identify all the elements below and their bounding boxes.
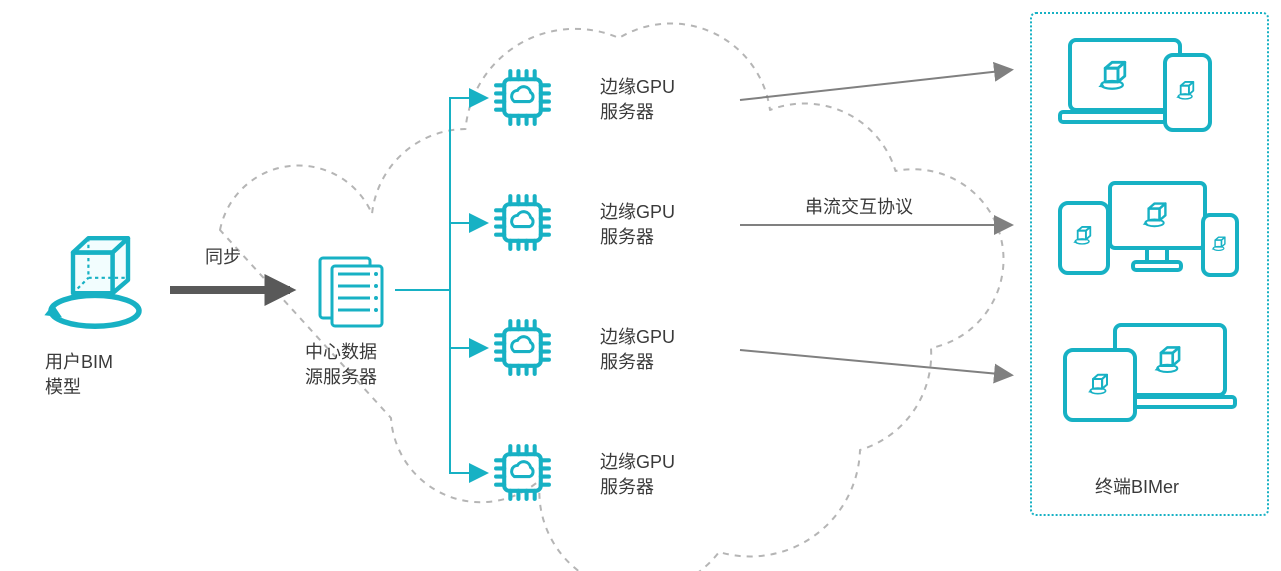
streaming-protocol-label: 串流交互协议 xyxy=(805,195,913,220)
center-to-gpu-connector-4 xyxy=(395,290,485,473)
edge-gpu-label-3: 边缘GPU 服务器 xyxy=(600,325,675,375)
terminal-device-group-1 xyxy=(1055,30,1240,140)
edge-gpu-label-1: 边缘GPU 服务器 xyxy=(600,75,675,125)
sync-label: 同步 xyxy=(205,245,241,270)
terminal-bimer-label: 终端BIMer xyxy=(1095,475,1179,500)
bim-model-label: 用户BIM 模型 xyxy=(45,350,113,400)
streaming-arrow-1 xyxy=(740,70,1010,100)
terminal-device-group-3 xyxy=(1055,320,1240,430)
gpu-chip-icon-2 xyxy=(490,190,555,255)
gpu-chip-icon-1 xyxy=(490,65,555,130)
center-to-gpu-connector-2 xyxy=(395,223,485,290)
center-to-gpu-connector-1 xyxy=(395,98,485,290)
center-server-icon xyxy=(310,250,390,330)
center-server-label: 中心数据 源服务器 xyxy=(305,340,377,390)
edge-gpu-label-2: 边缘GPU 服务器 xyxy=(600,200,675,250)
bim-cube-icon xyxy=(40,225,150,335)
gpu-chip-icon-4 xyxy=(490,440,555,505)
streaming-arrow-3 xyxy=(740,350,1010,375)
edge-gpu-label-4: 边缘GPU 服务器 xyxy=(600,450,675,500)
center-to-gpu-connector-3 xyxy=(395,290,485,348)
terminal-device-group-2 xyxy=(1055,175,1240,285)
gpu-chip-icon-3 xyxy=(490,315,555,380)
